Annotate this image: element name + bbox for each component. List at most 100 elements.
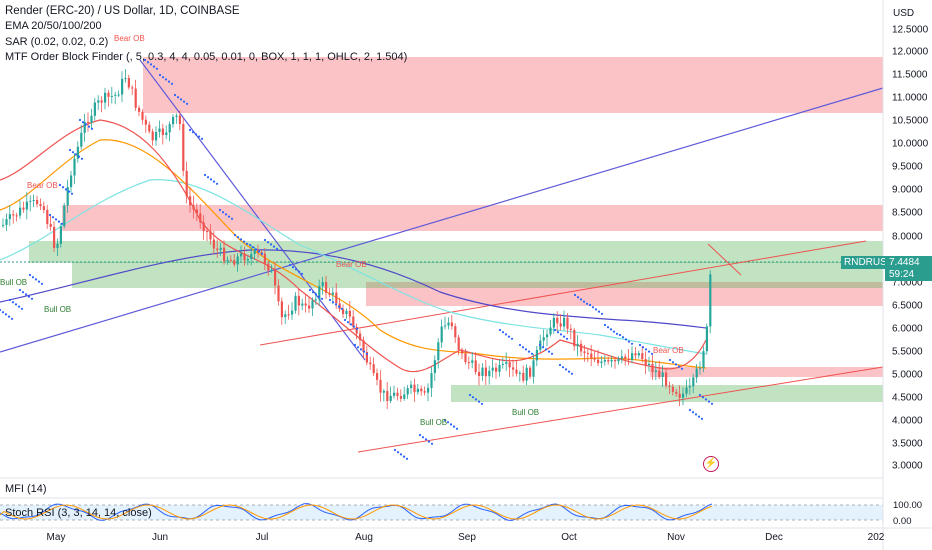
candle-body[interactable] bbox=[665, 372, 668, 386]
candle-body[interactable] bbox=[19, 207, 22, 216]
candle-body[interactable] bbox=[39, 204, 42, 207]
candle-body[interactable] bbox=[549, 327, 552, 335]
candle-body[interactable] bbox=[355, 326, 358, 334]
candle-body[interactable] bbox=[600, 361, 603, 364]
candle-body[interactable] bbox=[532, 360, 535, 377]
candle-body[interactable] bbox=[165, 132, 168, 135]
candle-body[interactable] bbox=[546, 334, 549, 338]
candle-body[interactable] bbox=[518, 372, 521, 374]
candle-body[interactable] bbox=[209, 231, 212, 240]
candle-body[interactable] bbox=[49, 223, 52, 227]
candle-body[interactable] bbox=[410, 384, 413, 389]
candle-body[interactable] bbox=[141, 111, 144, 120]
candle-body[interactable] bbox=[529, 367, 532, 377]
candle-body[interactable] bbox=[274, 269, 277, 286]
candle-body[interactable] bbox=[107, 92, 110, 97]
projection-line[interactable] bbox=[707, 243, 742, 276]
candle-body[interactable] bbox=[668, 385, 671, 387]
candle-body[interactable] bbox=[685, 387, 688, 394]
candle-body[interactable] bbox=[471, 360, 474, 363]
candle-body[interactable] bbox=[335, 292, 338, 304]
candle-body[interactable] bbox=[437, 342, 440, 361]
candle-body[interactable] bbox=[195, 209, 198, 214]
candle-body[interactable] bbox=[603, 359, 606, 362]
candle-body[interactable] bbox=[134, 88, 137, 108]
candle-body[interactable] bbox=[359, 333, 362, 341]
candle-body[interactable] bbox=[637, 353, 640, 356]
candle-body[interactable] bbox=[172, 116, 175, 125]
candle-body[interactable] bbox=[100, 100, 103, 103]
candle-body[interactable] bbox=[144, 119, 147, 125]
candle-body[interactable] bbox=[216, 248, 219, 251]
candle-body[interactable] bbox=[365, 351, 368, 363]
candle-body[interactable] bbox=[301, 303, 304, 306]
lightning-icon[interactable]: ⚡ bbox=[703, 456, 719, 472]
candle-body[interactable] bbox=[535, 349, 538, 361]
candle-body[interactable] bbox=[253, 250, 256, 255]
candle-body[interactable] bbox=[556, 317, 559, 324]
candle-body[interactable] bbox=[389, 395, 392, 401]
mfi-label[interactable]: MFI (14) bbox=[5, 483, 47, 495]
candle-body[interactable] bbox=[76, 146, 79, 159]
candle-body[interactable] bbox=[263, 253, 266, 264]
candle-body[interactable] bbox=[104, 92, 107, 103]
candle-body[interactable] bbox=[277, 285, 280, 302]
ema-legend[interactable]: EMA 20/50/100/200 bbox=[5, 20, 102, 33]
candle-body[interactable] bbox=[138, 107, 141, 112]
candle-body[interactable] bbox=[484, 367, 487, 377]
candle-body[interactable] bbox=[189, 196, 192, 206]
candle-body[interactable] bbox=[73, 158, 76, 176]
candle-body[interactable] bbox=[158, 128, 161, 132]
candle-body[interactable] bbox=[464, 353, 467, 363]
candle-body[interactable] bbox=[267, 263, 270, 271]
candle-body[interactable] bbox=[658, 370, 661, 378]
candle-body[interactable] bbox=[151, 131, 154, 141]
candle-body[interactable] bbox=[406, 388, 409, 395]
candle-body[interactable] bbox=[569, 328, 572, 331]
candle-body[interactable] bbox=[56, 243, 59, 248]
candle-body[interactable] bbox=[182, 123, 185, 171]
candle-body[interactable] bbox=[624, 356, 627, 359]
candle-body[interactable] bbox=[440, 326, 443, 343]
candle-body[interactable] bbox=[192, 205, 195, 210]
candle-body[interactable] bbox=[457, 337, 460, 350]
candle-body[interactable] bbox=[620, 356, 623, 359]
candle-body[interactable] bbox=[36, 199, 39, 205]
candle-body[interactable] bbox=[287, 314, 290, 316]
candle-body[interactable] bbox=[93, 102, 96, 116]
candle-body[interactable] bbox=[294, 295, 297, 311]
candle-body[interactable] bbox=[393, 392, 396, 396]
candle-body[interactable] bbox=[586, 353, 589, 355]
candle-body[interactable] bbox=[369, 362, 372, 365]
candle-body[interactable] bbox=[284, 314, 287, 318]
candle-body[interactable] bbox=[342, 309, 345, 314]
candle-body[interactable] bbox=[90, 115, 93, 123]
candle-body[interactable] bbox=[692, 377, 695, 387]
candle-body[interactable] bbox=[688, 386, 691, 388]
candle-body[interactable] bbox=[63, 205, 66, 227]
candle-body[interactable] bbox=[348, 310, 351, 317]
candle-body[interactable] bbox=[491, 367, 494, 371]
candle-body[interactable] bbox=[185, 170, 188, 197]
candle-body[interactable] bbox=[246, 258, 249, 261]
candle-body[interactable] bbox=[379, 379, 382, 393]
candle-body[interactable] bbox=[576, 343, 579, 347]
candle-body[interactable] bbox=[382, 391, 385, 393]
candle-body[interactable] bbox=[627, 358, 630, 361]
candle-body[interactable] bbox=[66, 187, 69, 206]
candle-body[interactable] bbox=[495, 367, 498, 372]
candle-body[interactable] bbox=[396, 392, 399, 397]
candle-body[interactable] bbox=[318, 286, 321, 300]
candle-body[interactable] bbox=[430, 373, 433, 388]
candle-body[interactable] bbox=[478, 372, 481, 376]
candle-body[interactable] bbox=[467, 362, 470, 364]
candle-body[interactable] bbox=[678, 393, 681, 398]
candle-body[interactable] bbox=[508, 362, 511, 368]
candle-body[interactable] bbox=[403, 394, 406, 399]
candle-body[interactable] bbox=[525, 367, 528, 381]
candle-body[interactable] bbox=[236, 256, 239, 265]
candle-body[interactable] bbox=[512, 367, 515, 370]
candle-body[interactable] bbox=[168, 124, 171, 133]
candle-body[interactable] bbox=[87, 121, 90, 123]
candle-body[interactable] bbox=[641, 353, 644, 360]
